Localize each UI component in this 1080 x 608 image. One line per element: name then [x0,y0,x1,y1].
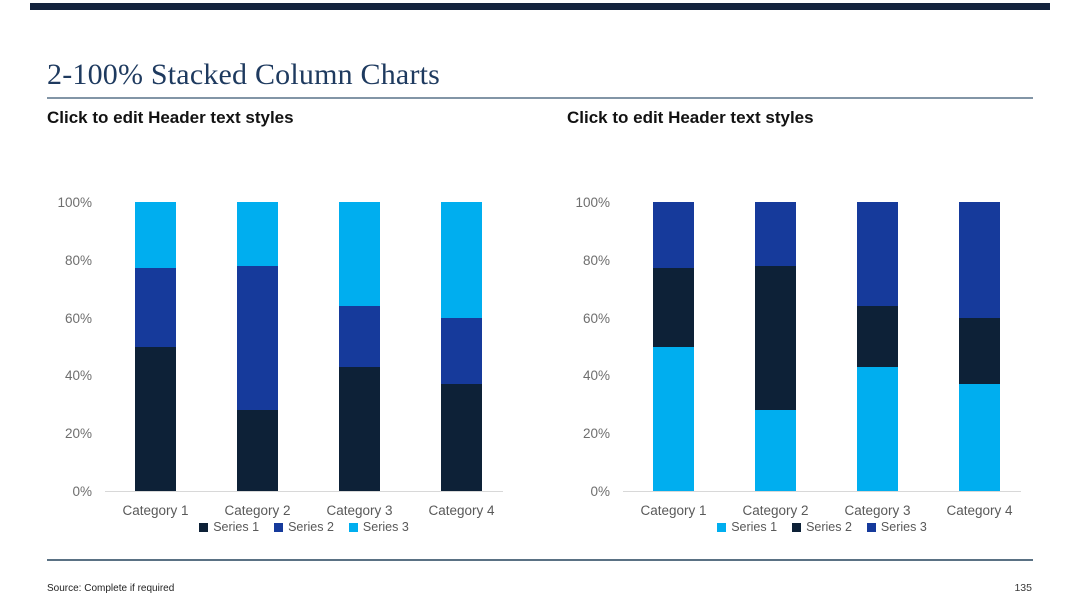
x-axis-category-label: Category 2 [742,503,809,518]
y-axis-tick-label: 100% [57,195,92,210]
legend-swatch-icon [348,522,358,532]
stacked-bar [959,202,1000,491]
legend-item: Series 1 [199,520,259,534]
x-axis-category-label: Category 4 [946,503,1013,518]
stacked-column-chart-right[interactable]: 0% 20% 40% 60% 80% 100% Category 1 Category 2 Ca… [558,195,1038,541]
x-axis-category-label: Category 3 [844,503,911,518]
footer-divider-line [47,559,1033,561]
y-axis-tick-label: 40% [582,368,610,384]
legend-item: Series 3 [866,520,927,534]
bar-segment [339,366,380,491]
y-axis-tick-label: 60% [64,310,92,326]
source-note: Source: Complete if required [47,583,175,594]
bar-segment [755,265,796,411]
bar-segment [959,202,1000,318]
legend-item: Series 2 [274,520,334,534]
bar-segment [339,202,380,307]
stacked-bar [653,202,694,491]
bar-segment [339,306,380,367]
stacked-bar [857,202,898,491]
chart-legend: Series 1 Series 2 Series 3 [623,518,1021,536]
stacked-column-chart-left[interactable]: 0% 20% 40% 60% 80% 100% Category 1 Category 2 Ca… [40,195,520,541]
y-axis-tick-label: 60% [582,310,610,326]
stacked-bar [135,202,176,491]
y-axis-tick-label: 100% [575,195,610,210]
bar-segment [441,317,482,385]
stacked-bar [441,202,482,491]
legend-label: Series 1 [731,520,778,534]
plot-area [105,202,503,492]
bar-segment [237,202,278,266]
legend-label: Series 3 [880,520,927,534]
bar-segment [653,346,694,491]
legend-label: Series 3 [362,520,409,534]
legend-swatch-icon [199,522,209,532]
bar-segment [135,268,176,347]
bar-segment [441,384,482,491]
x-axis-category-label: Category 1 [122,503,189,518]
bar-segment [653,268,694,347]
title-divider-line [47,97,1033,99]
bar-segment [135,202,176,269]
y-axis-tick-label: 0% [72,484,92,499]
bar-segment [755,202,796,266]
x-axis-category-label: Category 2 [224,503,291,518]
bar-segment [959,317,1000,385]
bar-segment [237,410,278,491]
top-accent-bar [30,3,1050,10]
legend-swatch-icon [792,522,802,532]
legend-label: Series 1 [213,520,260,534]
bar-segment [135,346,176,491]
x-axis-category-label: Category 3 [326,503,393,518]
legend-label: Series 2 [288,520,334,534]
bar-segment [857,366,898,491]
stacked-bar [755,202,796,491]
legend-item: Series 3 [348,520,409,534]
legend-swatch-icon [274,522,284,532]
legend-item: Series 2 [792,520,852,534]
y-axis-tick-label: 20% [64,426,92,442]
bar-segment [857,306,898,367]
bar-segment [755,410,796,491]
page-number: 135 [1014,582,1032,594]
stacked-bar [339,202,380,491]
y-axis-tick-label: 40% [64,368,92,384]
y-axis-tick-label: 80% [582,252,610,268]
chart-header-right[interactable]: Click to edit Header text styles [567,108,814,127]
legend-swatch-icon [866,522,876,532]
y-axis-tick-label: 80% [64,252,92,268]
bar-segment [237,265,278,411]
x-axis-category-label: Category 1 [640,503,707,518]
legend-item: Series 1 [717,520,777,534]
chart-legend: Series 1 Series 2 Series 3 [105,518,503,536]
stacked-bar [237,202,278,491]
y-axis-tick-label: 0% [590,484,610,499]
legend-swatch-icon [717,522,727,532]
bar-segment [653,202,694,269]
bar-segment [857,202,898,307]
y-axis-tick-label: 20% [582,426,610,442]
x-axis-category-label: Category 4 [428,503,495,518]
slide-title[interactable]: 2-100% Stacked Column Charts [47,58,441,91]
bar-segment [441,202,482,318]
chart-header-left[interactable]: Click to edit Header text styles [47,108,294,127]
bar-segment [959,384,1000,491]
legend-label: Series 2 [806,520,852,534]
plot-area [623,202,1021,492]
